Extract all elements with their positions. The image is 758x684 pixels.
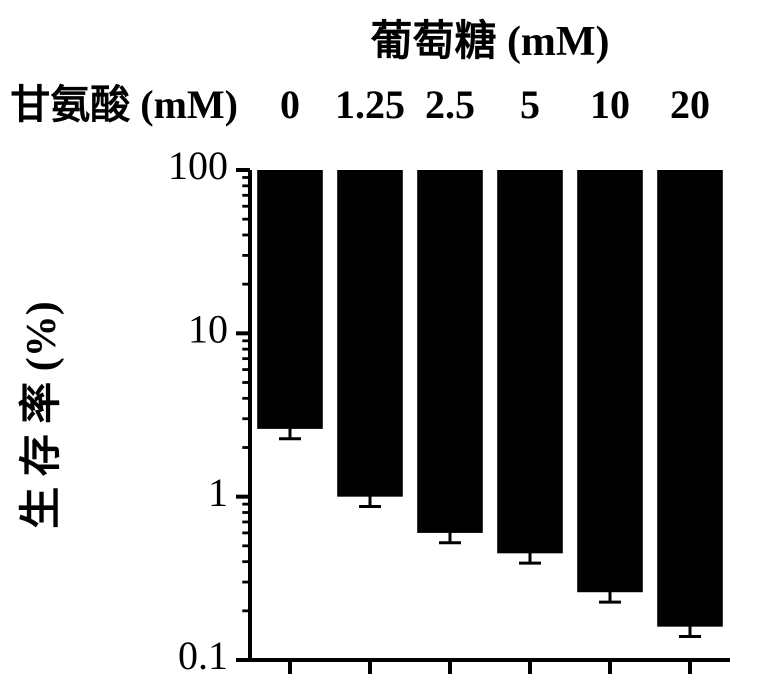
chart-container: 0.1 1 10 100 葡萄糖 (mM) 甘氨酸 (mM) 0 1.25 2.5 5 10 20 生 …	[0, 0, 758, 684]
category-label: 5	[520, 82, 540, 127]
bar-chart: 0.1 1 10 100 葡萄糖 (mM) 甘氨酸 (mM) 0 1.25 2.5 5 10 20 生 …	[0, 0, 758, 684]
y-tick-label: 100	[168, 143, 228, 188]
category-label: 2.5	[425, 82, 475, 127]
category-label: 10	[590, 82, 630, 127]
secondary-axis-label: 甘氨酸 (mM)	[10, 82, 238, 127]
bar	[417, 170, 483, 533]
chart-title: 葡萄糖 (mM)	[370, 18, 609, 65]
bar	[577, 170, 643, 592]
y-tick-label: 1	[208, 470, 228, 515]
bar	[657, 170, 723, 627]
bar	[337, 170, 403, 497]
bar	[497, 170, 563, 553]
bar	[257, 170, 323, 429]
y-axis-label: 生 存 率 (%)	[18, 301, 65, 528]
category-label: 20	[670, 82, 710, 127]
category-label: 0	[280, 82, 300, 127]
y-tick-label: 0.1	[178, 633, 228, 678]
category-label: 1.25	[335, 82, 405, 127]
y-tick-label: 10	[188, 307, 228, 352]
